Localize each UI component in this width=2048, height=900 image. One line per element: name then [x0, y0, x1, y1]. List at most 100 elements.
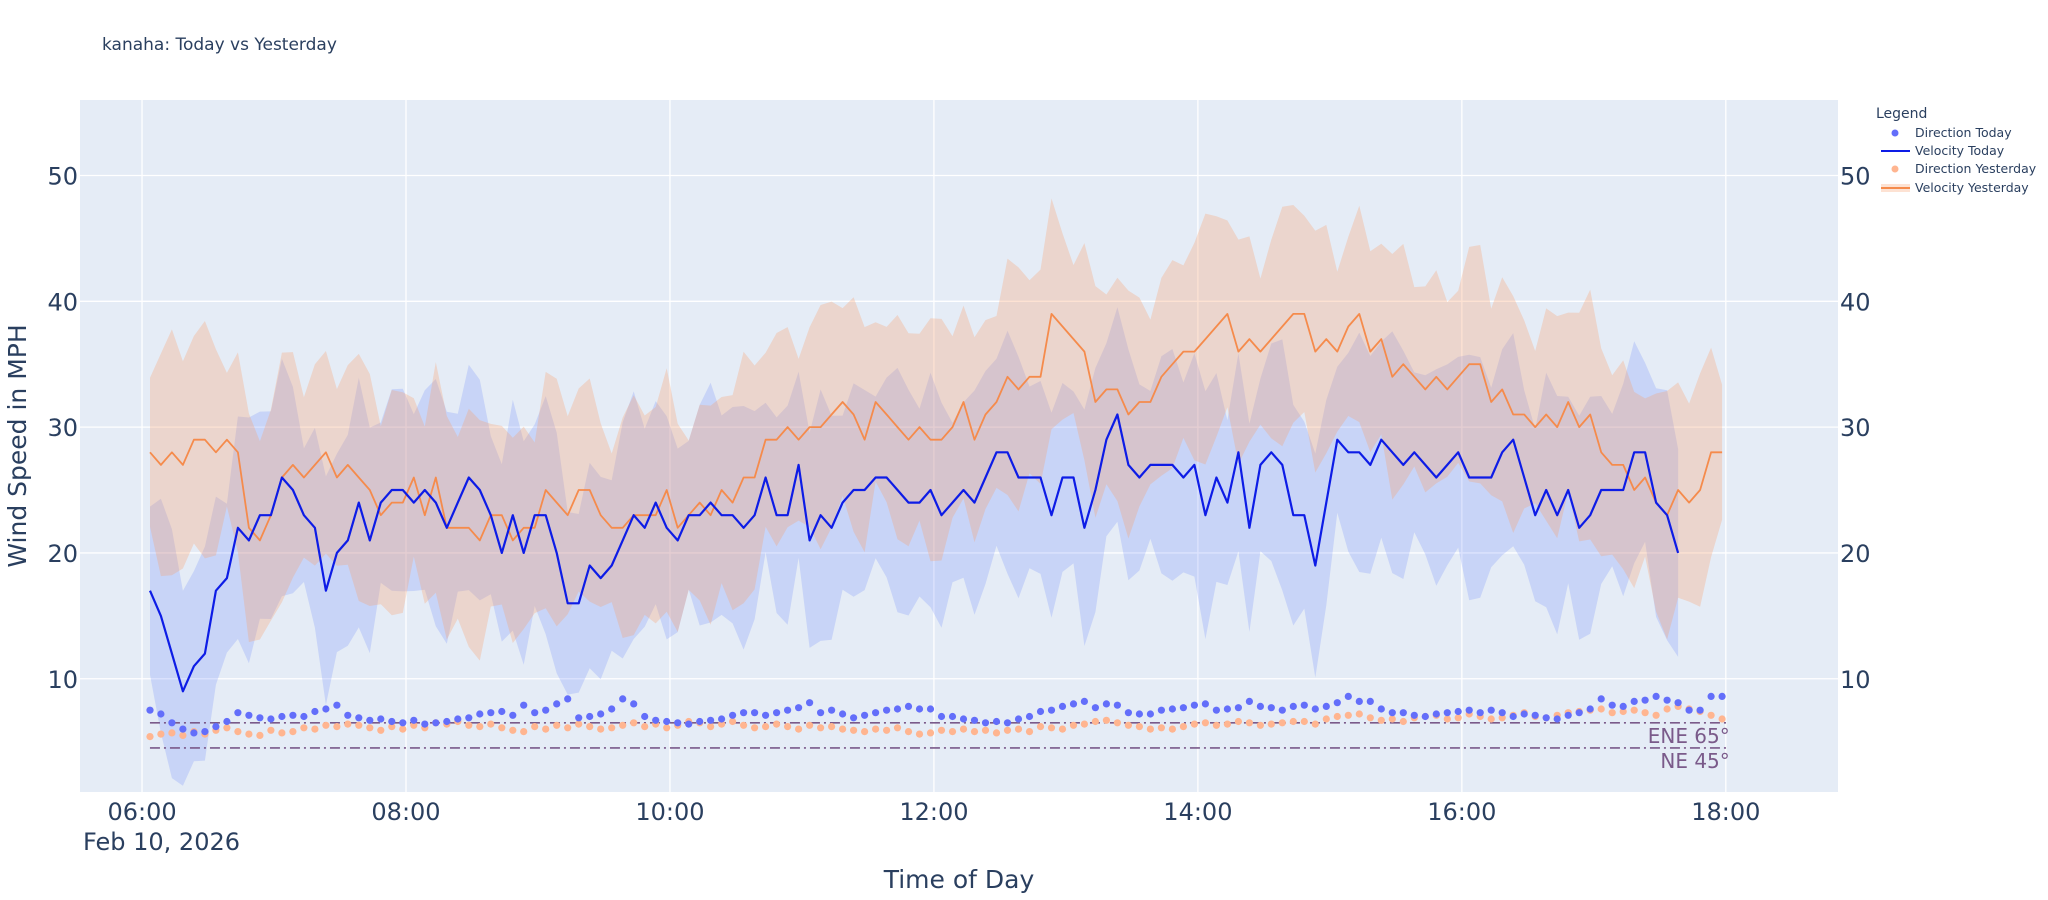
point-direction-today [1498, 709, 1506, 717]
x-tick: 12:00 [899, 798, 968, 826]
point-direction-today [190, 729, 198, 737]
point-direction-yesterday [1069, 721, 1078, 729]
point-direction-yesterday [223, 724, 231, 732]
point-direction-today [729, 711, 737, 719]
point-direction-today [1586, 705, 1594, 713]
point-direction-today [1289, 702, 1297, 711]
point-direction-today [861, 711, 869, 719]
y-tick-left: 50 [47, 162, 78, 190]
point-direction-yesterday [1091, 717, 1099, 726]
point-direction-today [1135, 710, 1143, 718]
point-direction-today [1553, 715, 1561, 723]
point-direction-today [542, 706, 550, 714]
point-direction-yesterday [157, 730, 165, 738]
point-direction-today [146, 706, 154, 714]
velocity-bands [150, 198, 1723, 786]
point-direction-yesterday [904, 728, 913, 736]
point-direction-today [1696, 706, 1704, 714]
point-direction-today [465, 714, 473, 722]
point-direction-yesterday [1388, 715, 1396, 723]
point-direction-yesterday [1124, 721, 1132, 729]
point-direction-yesterday [366, 724, 374, 732]
point-direction-today [1256, 702, 1264, 711]
legend-item-velocity-yesterday[interactable]: Velocity Yesterday [1881, 180, 2029, 195]
point-direction-yesterday [762, 723, 770, 731]
x-tick: 18:00 [1691, 798, 1760, 826]
point-direction-today [641, 712, 649, 721]
point-direction-today [773, 709, 781, 717]
point-direction-yesterday [1168, 725, 1176, 733]
point-direction-today [1597, 695, 1605, 703]
point-direction-today [1124, 709, 1132, 717]
legend-label-velocity-yesterday: Velocity Yesterday [1915, 180, 2029, 195]
ref-label-ene-65: ENE 65° [1648, 724, 1730, 748]
point-direction-yesterday [970, 728, 979, 736]
point-direction-yesterday [553, 721, 561, 729]
point-direction-yesterday [245, 730, 253, 738]
point-direction-today [553, 700, 561, 708]
point-direction-yesterday [1190, 720, 1198, 728]
point-direction-yesterday [872, 725, 880, 733]
point-direction-yesterday [322, 721, 330, 729]
point-direction-yesterday [487, 720, 495, 728]
point-direction-yesterday [861, 728, 869, 736]
point-direction-today [1036, 707, 1045, 716]
point-direction-yesterday [1047, 724, 1056, 732]
point-direction-yesterday [333, 723, 341, 731]
point-direction-yesterday [784, 723, 792, 731]
point-direction-yesterday [729, 717, 737, 726]
point-direction-yesterday [839, 725, 847, 733]
legend-item-direction-yesterday[interactable]: Direction Yesterday [1891, 161, 2037, 176]
point-direction-today [1157, 706, 1165, 714]
point-direction-today [740, 709, 748, 717]
point-direction-yesterday [300, 724, 308, 732]
point-direction-yesterday [542, 725, 550, 733]
point-direction-yesterday [1641, 709, 1649, 717]
point-direction-today [366, 716, 374, 724]
point-direction-yesterday [410, 721, 418, 729]
point-direction-yesterday [289, 728, 297, 736]
legend-item-direction-today[interactable]: Direction Today [1891, 125, 2013, 140]
point-direction-today [1366, 697, 1374, 706]
x-tick: 16:00 [1427, 798, 1496, 826]
point-direction-today [531, 709, 539, 717]
point-direction-today [992, 717, 1001, 726]
point-direction-today [1146, 710, 1154, 718]
point-direction-yesterday [1003, 726, 1012, 734]
point-direction-yesterday [1663, 705, 1671, 713]
point-direction-today [1509, 712, 1517, 721]
point-direction-yesterday [1366, 714, 1374, 722]
point-direction-today [344, 711, 352, 719]
point-direction-yesterday [981, 726, 990, 734]
point-direction-today [212, 723, 220, 731]
point-direction-yesterday [751, 724, 759, 732]
point-direction-today [421, 720, 429, 728]
point-direction-yesterday [399, 725, 407, 733]
legend-marker-direction-today [1891, 129, 1899, 137]
chart-title: kanaha: Today vs Yesterday [102, 35, 337, 55]
velocity-lines [148, 312, 1723, 693]
point-direction-yesterday [1311, 720, 1319, 728]
point-direction-today [839, 710, 847, 718]
point-direction-today [300, 712, 308, 721]
point-direction-yesterday [355, 721, 363, 729]
point-direction-yesterday [1025, 728, 1034, 736]
point-direction-today [1168, 705, 1176, 713]
point-direction-yesterday [1718, 715, 1726, 723]
legend-item-velocity-today[interactable]: Velocity Today [1881, 143, 2005, 158]
point-direction-today [575, 714, 583, 722]
point-direction-today [1047, 706, 1056, 714]
point-direction-yesterday [1300, 717, 1308, 726]
point-direction-yesterday [1333, 712, 1341, 721]
point-direction-yesterday [1146, 725, 1154, 733]
band-velocity-today [150, 307, 1679, 786]
point-direction-today [1069, 700, 1078, 708]
point-direction-today [1058, 702, 1067, 711]
point-direction-yesterday [1289, 717, 1297, 726]
point-direction-today [707, 716, 715, 724]
point-direction-yesterday [619, 721, 627, 729]
point-direction-yesterday [311, 725, 319, 733]
point-direction-today [1531, 711, 1539, 719]
point-direction-yesterday [1080, 720, 1088, 728]
point-direction-today [1487, 706, 1495, 714]
